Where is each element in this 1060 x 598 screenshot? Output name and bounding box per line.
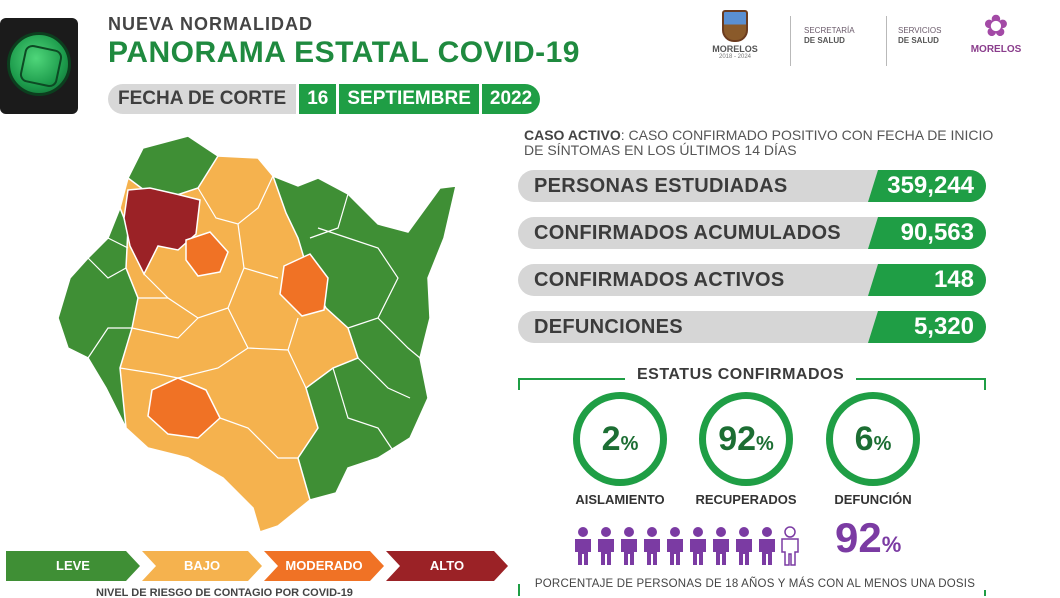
risk-legend: LEVE BAJO MODERADO ALTO bbox=[6, 551, 510, 581]
person-filled-icon bbox=[736, 527, 752, 565]
municipal-borders bbox=[87, 175, 421, 459]
stat-personas-estudiadas: PERSONAS ESTUDIADAS 359,244 bbox=[518, 170, 986, 202]
flower-icon: ✿ bbox=[983, 10, 1009, 43]
person-filled-icon bbox=[621, 527, 637, 565]
org1-line1: SECRETARÍA bbox=[804, 26, 855, 35]
legend-caption: NIVEL DE RIESGO DE CONTAGIO POR COVID-19 bbox=[96, 587, 353, 598]
status-circle-defuncion: 6% bbox=[826, 392, 920, 486]
person-filled-icon bbox=[598, 527, 614, 565]
state-crest-icon bbox=[722, 10, 748, 42]
status-unit: % bbox=[873, 433, 892, 455]
legend-leve: LEVE bbox=[6, 551, 140, 581]
vaccination-percent: 92% bbox=[835, 514, 901, 562]
person-filled-icon bbox=[644, 527, 660, 565]
person-filled-icon bbox=[690, 527, 706, 565]
cutoff-label: FECHA DE CORTE bbox=[108, 84, 297, 114]
status-label: RECUPERADOS bbox=[695, 492, 797, 507]
map-region-moderado bbox=[185, 231, 229, 277]
cutoff-day: 16 bbox=[299, 84, 337, 114]
morelos-brand-logo: ✿ MORELOS bbox=[970, 10, 1022, 55]
secretaria-salud-logo: SECRETARÍA DE SALUD bbox=[804, 26, 855, 46]
stat-label: PERSONAS ESTUDIADAS bbox=[534, 175, 788, 197]
status-unit: % bbox=[620, 433, 639, 455]
state-name: MORELOS bbox=[712, 44, 758, 54]
cutoff-date: FECHA DE CORTE 16 SEPTIEMBRE 2022 bbox=[108, 84, 541, 114]
cutoff-year: 2022 bbox=[481, 84, 541, 114]
status-unit: % bbox=[756, 433, 774, 455]
cutoff-month: SEPTIEMBRE bbox=[339, 84, 479, 114]
person-filled-icon bbox=[575, 527, 591, 565]
vaccination-pictogram bbox=[572, 522, 802, 566]
stat-label: CONFIRMADOS ACTIVOS bbox=[534, 269, 785, 291]
stat-label: CONFIRMADOS ACUMULADOS bbox=[534, 222, 841, 244]
org2-line2: DE SALUD bbox=[898, 36, 939, 45]
morelos-logo: MORELOS 2018 - 2024 bbox=[710, 10, 760, 60]
stat-value: 359,244 bbox=[868, 170, 986, 202]
green-light-icon bbox=[7, 32, 71, 96]
stat-label: DEFUNCIONES bbox=[534, 316, 683, 338]
legend-moderado: MODERADO bbox=[264, 551, 384, 581]
institution-logos: MORELOS 2018 - 2024 SECRETARÍA DE SALUD … bbox=[700, 10, 1060, 72]
status-label: DEFUNCIÓN bbox=[834, 492, 912, 507]
person-filled-icon bbox=[667, 527, 683, 565]
person-outline-icon bbox=[781, 526, 799, 566]
vaccination-unit: % bbox=[881, 532, 902, 557]
brand-name: MORELOS bbox=[970, 44, 1022, 55]
vaccination-value: 92 bbox=[835, 514, 882, 561]
stat-confirmados-acumulados: CONFIRMADOS ACUMULADOS 90,563 bbox=[518, 217, 986, 249]
stat-defunciones: DEFUNCIONES 5,320 bbox=[518, 311, 986, 343]
stat-value: 5,320 bbox=[868, 311, 986, 343]
org2-line1: SERVICIOS bbox=[898, 26, 942, 35]
page-title: PANORAMA ESTATAL COVID-19 bbox=[108, 36, 580, 69]
map-region-moderado bbox=[279, 253, 329, 317]
legend-caption-prefix: NIVEL DE RIESGO DE CONTAGIO POR bbox=[96, 587, 303, 598]
person-filled-icon bbox=[759, 527, 775, 565]
divider bbox=[886, 16, 887, 66]
risk-map bbox=[57, 135, 457, 533]
person-filled-icon bbox=[713, 527, 729, 565]
map-region-leve bbox=[271, 174, 457, 501]
traffic-light-icon bbox=[0, 18, 78, 114]
servicios-salud-logo: SERVICIOS DE SALUD bbox=[898, 26, 941, 46]
stat-confirmados-activos: CONFIRMADOS ACTIVOS 148 bbox=[518, 264, 986, 296]
divider bbox=[790, 16, 791, 66]
legend-caption-bold: COVID-19 bbox=[302, 587, 353, 598]
map-region-moderado bbox=[147, 377, 221, 439]
map-region-alto bbox=[123, 187, 201, 276]
state-years: 2018 - 2024 bbox=[718, 54, 752, 60]
status-title: ESTATUS CONFIRMADOS bbox=[625, 366, 857, 384]
stat-value: 148 bbox=[868, 264, 986, 296]
stat-value: 90,563 bbox=[868, 217, 986, 249]
status-circle-recuperados: 92% bbox=[699, 392, 793, 486]
org1-line2: DE SALUD bbox=[804, 36, 845, 45]
status-circle-aislamiento: 2% bbox=[573, 392, 667, 486]
status-value: 92 bbox=[718, 420, 757, 458]
definition-term: CASO ACTIVO bbox=[524, 127, 621, 143]
legend-bajo: BAJO bbox=[142, 551, 262, 581]
status-value: 2 bbox=[601, 420, 621, 458]
status-value: 6 bbox=[854, 420, 874, 458]
page-kicker: NUEVA NORMALIDAD bbox=[108, 14, 313, 34]
legend-alto: ALTO bbox=[386, 551, 508, 581]
vaccination-note: PORCENTAJE DE PERSONAS DE 18 AÑOS Y MÁS … bbox=[520, 578, 990, 590]
definition-text: : CASO CONFIRMADO POSITIVO CON FECHA DE … bbox=[524, 127, 994, 158]
status-label: AISLAMIENTO bbox=[575, 492, 665, 507]
active-case-definition: CASO ACTIVO: CASO CONFIRMADO POSITIVO CO… bbox=[524, 128, 994, 158]
